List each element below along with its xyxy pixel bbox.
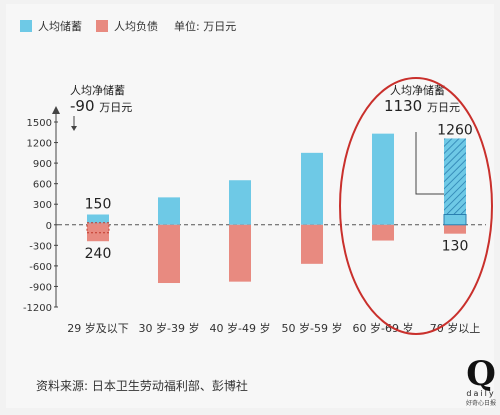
x-tick-label: 29 岁及以下 — [67, 321, 129, 335]
debt-bar — [229, 224, 251, 282]
x-tick-label: 40 岁-49 岁 — [210, 321, 271, 335]
bar-chart: -1200 -900 -600 -300 0 300 600 900 1200 1500 29 岁及… — [23, 77, 493, 335]
logo-sub: 好奇心日报 — [465, 400, 496, 407]
data-label-savings-last: 1260 — [437, 122, 473, 138]
y-axis-arrow — [52, 106, 60, 114]
data-label-debt-last: 130 — [442, 239, 469, 255]
right-annotation-title: 人均净储蓄 — [390, 84, 445, 97]
y-tick-label: 1200 — [27, 139, 52, 150]
x-tick-label: 30 岁-39 岁 — [139, 321, 200, 335]
right-annotation-value: 1130 万日元 — [384, 97, 460, 115]
legend-swatch-savings — [20, 20, 32, 32]
right-annotation-unit: 万日元 — [426, 101, 460, 114]
unit-label: 单位: 万日元 — [174, 20, 237, 33]
legend-label-debt: 人均负债 — [114, 20, 158, 33]
left-annotation-value: -90 万日元 — [70, 97, 132, 115]
data-label-debt-first: 240 — [85, 246, 112, 262]
savings-offset-band — [443, 214, 467, 226]
y-tick-label: -300 — [29, 241, 52, 252]
highlight-circle — [339, 77, 493, 335]
right-annotation-bracket — [415, 132, 444, 195]
left-annotation-unit: 万日元 — [99, 101, 133, 114]
brand-logo: Q daily 好奇心日报 — [461, 357, 500, 407]
chart-card: 人均储蓄 人均负债 单位: 万日元 人均净储蓄 -90 万日元 人均净储蓄 11… — [6, 4, 496, 408]
debt-bar — [444, 224, 466, 234]
legend-item-debt: 人均负债 — [96, 18, 158, 34]
legend-swatch-debt — [96, 20, 108, 32]
left-annotation-arrowhead — [71, 126, 77, 131]
right-annotation-number: 1130 — [384, 97, 423, 115]
debt-bar — [301, 224, 323, 264]
y-tick-label: 300 — [33, 200, 52, 211]
y-tick-label: -900 — [29, 282, 52, 293]
x-tick-label: 50 岁-59 岁 — [282, 321, 343, 335]
debt-overlay-first — [87, 222, 109, 233]
y-tick-label: 900 — [33, 159, 52, 170]
logo-mark: Q — [466, 354, 496, 394]
savings-bar — [158, 197, 180, 225]
left-annotation-title: 人均净储蓄 — [70, 84, 125, 97]
y-tick-label: 1500 — [27, 118, 52, 129]
savings-bar — [301, 152, 323, 225]
savings-bar — [87, 214, 109, 225]
savings-bar — [444, 138, 466, 225]
data-label-savings-first: 150 — [85, 197, 112, 213]
x-tick-label: 70 岁以上 — [430, 321, 481, 335]
legend-item-savings: 人均储蓄 — [20, 18, 82, 34]
left-annotation-number: -90 — [70, 97, 95, 115]
source-note: 资料来源: 日本卫生劳动福利部、彭博社 — [36, 379, 248, 393]
y-tick-label: 600 — [33, 180, 52, 191]
legend-label-savings: 人均储蓄 — [38, 20, 82, 33]
debt-bar — [158, 224, 180, 284]
logo-word: daily — [466, 389, 496, 398]
y-tick-label: 0 — [46, 221, 52, 232]
savings-bar — [229, 180, 251, 225]
savings-bar — [372, 133, 394, 225]
y-tick-label: -1200 — [23, 303, 52, 314]
legend: 人均储蓄 人均负债 单位: 万日元 — [20, 18, 236, 34]
debt-bar — [372, 224, 394, 241]
y-tick-label: -600 — [29, 262, 52, 273]
